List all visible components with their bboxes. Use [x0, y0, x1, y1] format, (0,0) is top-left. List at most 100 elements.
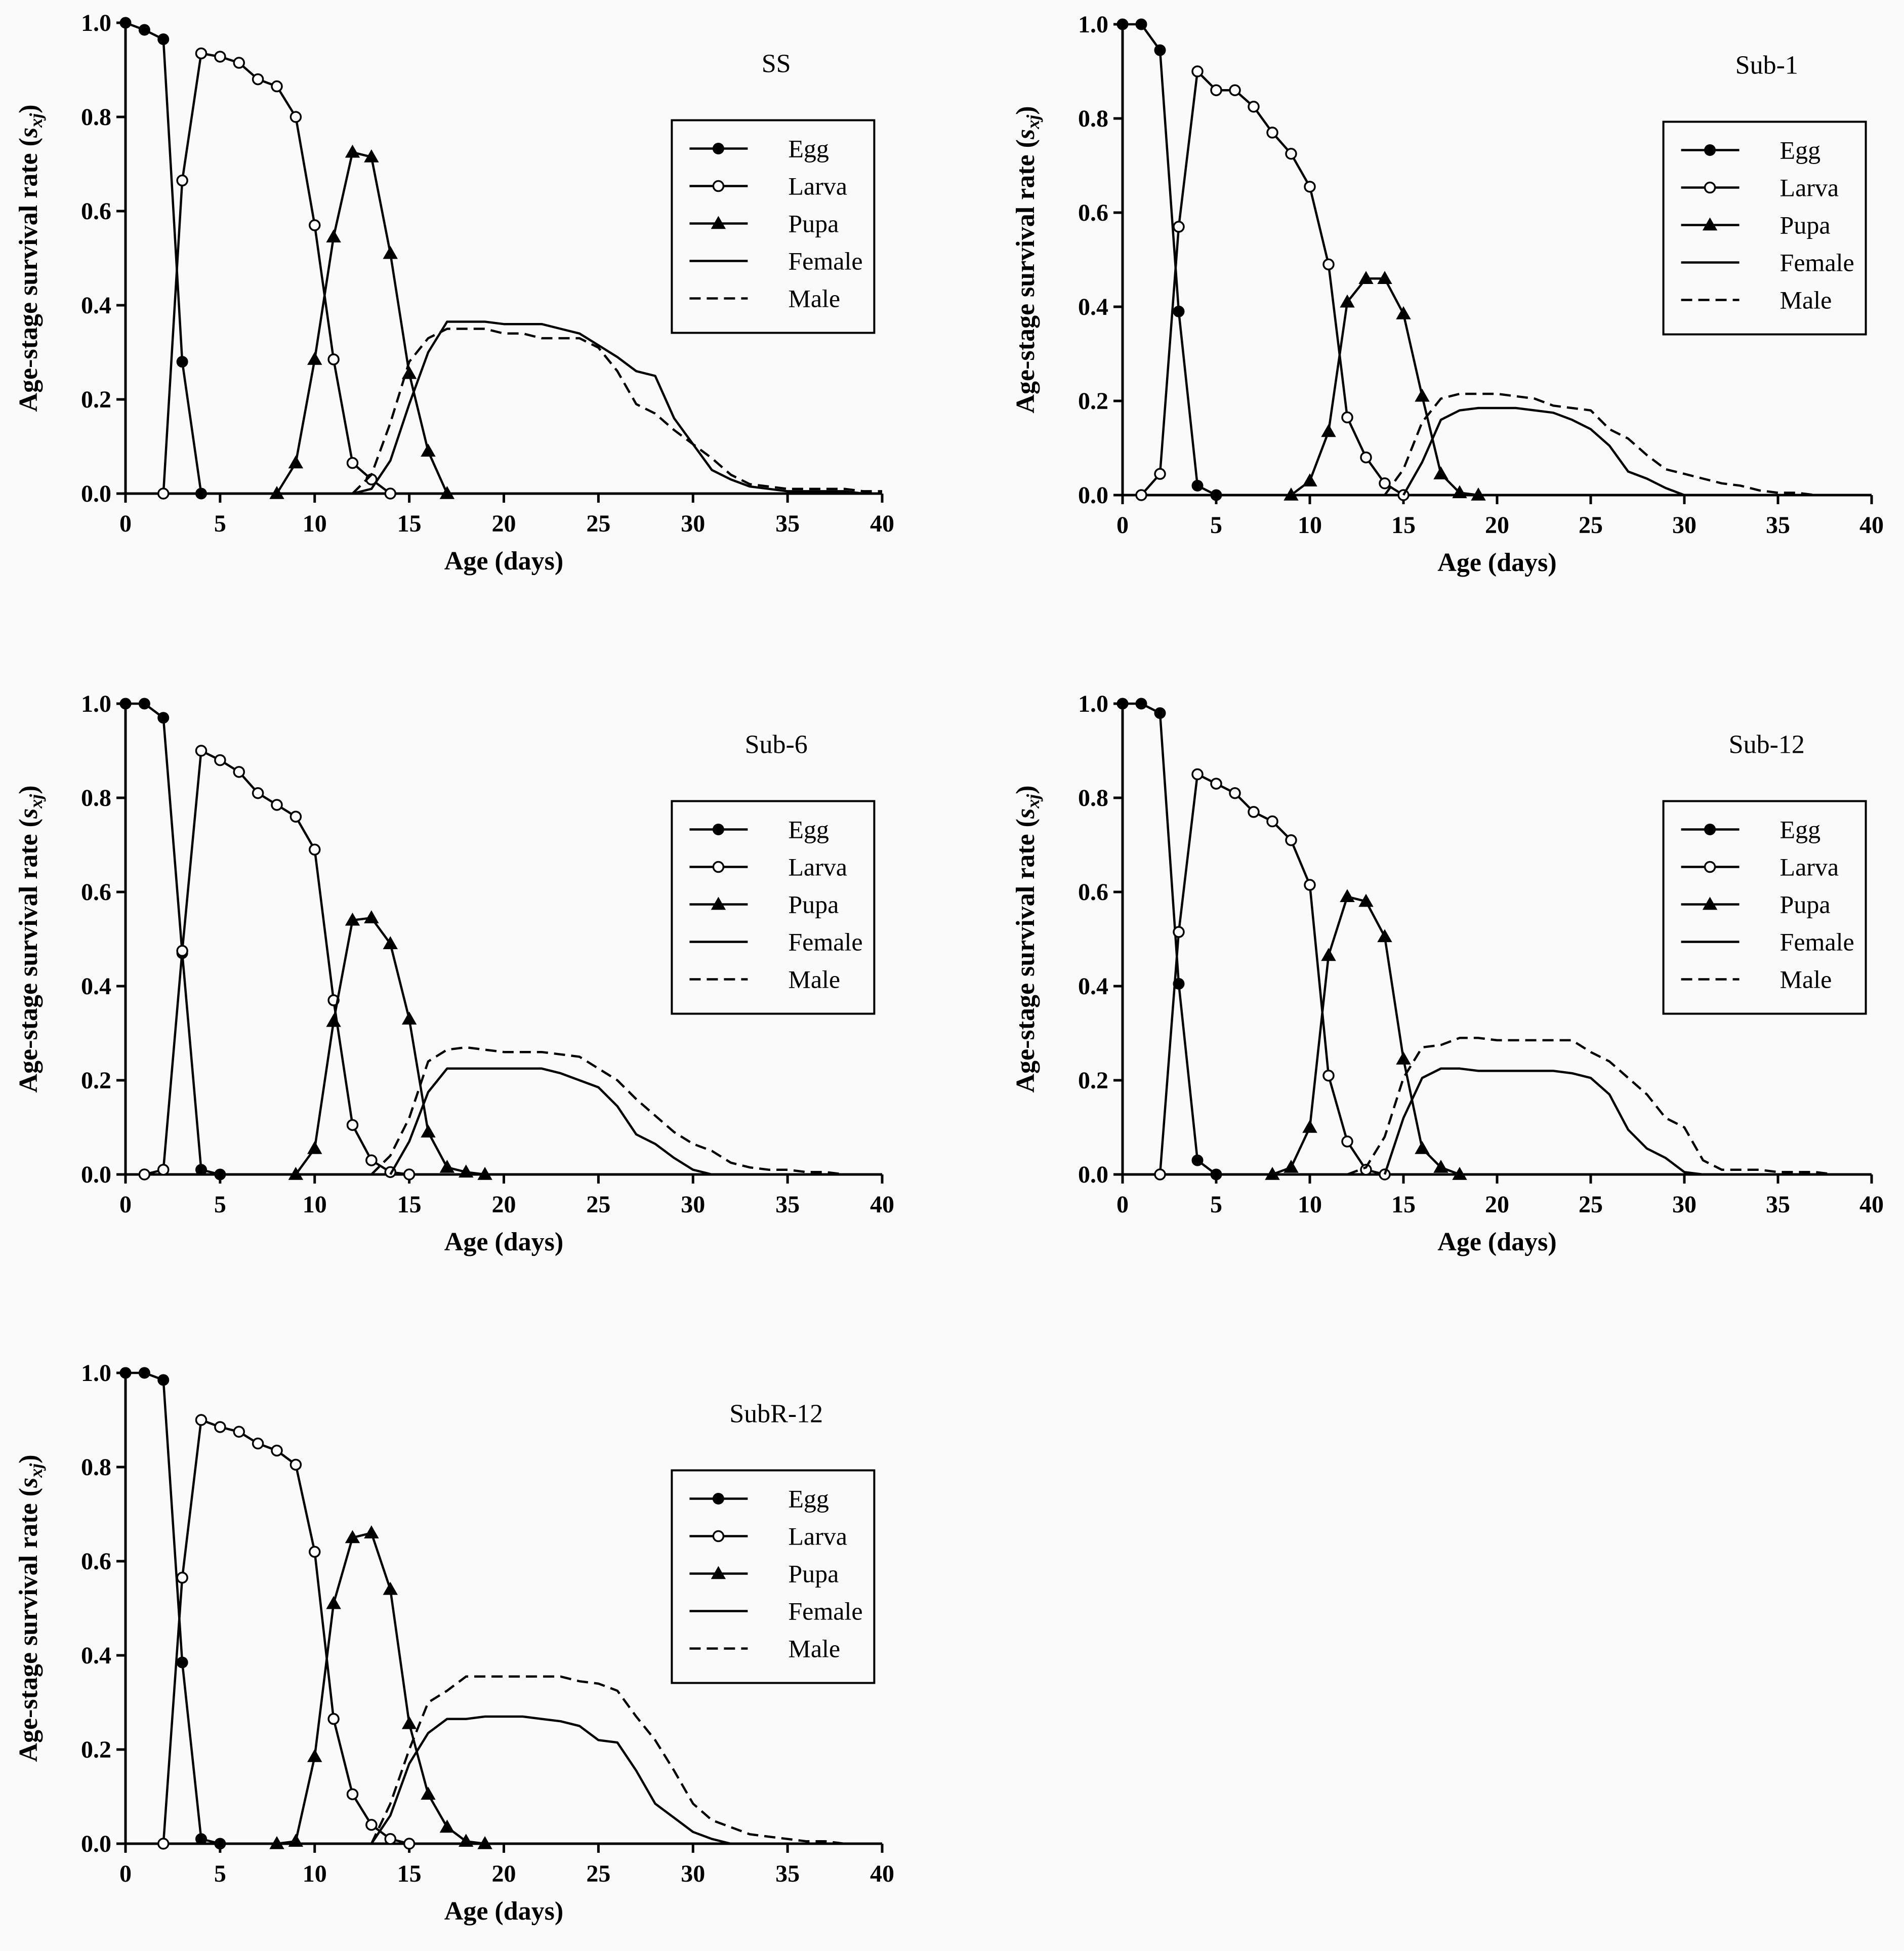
y-axis-title-paren: ( [14, 1488, 43, 1503]
pupa-point [288, 1166, 304, 1180]
x-tick-label: 10 [1298, 1191, 1322, 1218]
x-tick-label: 25 [586, 510, 610, 537]
egg-point [119, 17, 132, 29]
y-tick-label: 1.0 [81, 1360, 111, 1387]
pupa-point [477, 1836, 492, 1849]
legend-item: Female [689, 1597, 863, 1625]
legend-item: Larva [1681, 174, 1839, 202]
pupa-point [421, 443, 436, 457]
y-axis-title-subscript: xj [26, 113, 46, 128]
x-axis-title: Age (days) [444, 1228, 563, 1256]
y-tick-label: 0.8 [81, 104, 111, 131]
x-tick-label: 25 [586, 1191, 610, 1218]
egg-point [1154, 44, 1166, 56]
pupa-point [383, 936, 398, 950]
x-tick-label: 5 [1210, 512, 1222, 539]
x-axis-title: Age (days) [1437, 1228, 1556, 1256]
pupa-point [439, 1160, 455, 1173]
egg-point [157, 33, 170, 46]
y-tick-label: 0.6 [81, 1548, 111, 1575]
larva-point [1285, 834, 1297, 846]
y-tick-label: 0.4 [1078, 294, 1108, 320]
pupa-point [1302, 473, 1317, 486]
larva-point [403, 1168, 416, 1181]
y-tick-label: 0.2 [81, 386, 111, 413]
x-tick-label: 0 [119, 1191, 132, 1218]
legend-item: Egg [1681, 136, 1820, 165]
y-axis-title-text: Age-stage survival rate [1011, 834, 1040, 1092]
larva-point [289, 111, 302, 123]
legend-item: Pupa [689, 1560, 839, 1588]
legend-marker [1704, 144, 1716, 156]
legend-label: Egg [788, 1485, 829, 1513]
legend-item: Egg [689, 816, 829, 844]
pupa-point [326, 229, 341, 242]
y-axis-title-text: Age-stage survival rate [1011, 154, 1040, 413]
legend-marker [711, 1566, 726, 1579]
legend-label: Pupa [1780, 211, 1831, 239]
larva-point [1285, 148, 1297, 160]
chart-title: Sub-1 [1735, 51, 1798, 80]
egg-point [1173, 305, 1185, 317]
pupa-point [1396, 1051, 1411, 1065]
y-axis-title-symbol: s [14, 128, 43, 138]
larva-point [289, 1458, 302, 1471]
pupa-point [1433, 1160, 1448, 1173]
y-axis-title-paren: ) [14, 785, 43, 794]
legend-item: Male [689, 1635, 840, 1663]
series-male [370, 1675, 845, 1845]
x-tick-label: 30 [1672, 1191, 1696, 1218]
pupa-point [345, 912, 360, 926]
y-tick-label: 0.8 [81, 785, 111, 811]
y-tick-label: 0.4 [81, 973, 111, 1000]
egg-point [195, 1164, 207, 1176]
legend-label: Female [1780, 249, 1854, 277]
y-tick-label: 1.0 [81, 690, 111, 717]
pupa-point [1284, 1160, 1299, 1173]
pupa-point [1265, 1166, 1280, 1180]
y-tick-label: 0.0 [81, 1161, 111, 1188]
series-pupa [269, 144, 455, 499]
y-axis-title-subscript: xj [1023, 794, 1043, 809]
pupa-point [421, 1786, 436, 1800]
series-pupa [1284, 271, 1486, 501]
larva-point [271, 799, 283, 811]
pupa-point [1471, 487, 1486, 501]
y-tick-label: 0.8 [81, 1454, 111, 1481]
series-egg [1116, 698, 1222, 1181]
legend-item: Male [1681, 965, 1832, 994]
x-tick-label: 25 [1579, 1191, 1603, 1218]
y-axis-title-paren: ) [14, 104, 43, 113]
larva-point [1379, 477, 1391, 490]
y-axis-title: Age-stage survival rate (sxj) [14, 1454, 46, 1762]
y-axis-title-paren: ) [1011, 785, 1040, 794]
series-larva [157, 1414, 416, 1850]
legend: Egg Larva Pupa Female Male [1662, 120, 1867, 336]
legend-item: Larva [1681, 853, 1839, 881]
larva-point [252, 73, 264, 86]
male-line [351, 328, 882, 495]
larva-point [384, 1833, 396, 1845]
male-line [370, 1046, 845, 1176]
chart-panel-3: 0 5 10 15 20 25 30 35 40 0.0 0.2 0.4 0.6 0.8 1.0 Age (d… [14, 690, 894, 1256]
egg-point [1210, 1168, 1222, 1181]
egg-point [1191, 1154, 1204, 1166]
larva-point [1191, 768, 1204, 781]
legend-marker [1704, 861, 1716, 873]
pupa-point [1452, 485, 1467, 499]
larva-point [327, 353, 340, 365]
pupa-point [1396, 306, 1411, 319]
x-tick-label: 0 [119, 1860, 132, 1887]
pupa-point [1452, 1166, 1467, 1180]
egg-point [1116, 698, 1129, 710]
legend-item: Larva [689, 853, 847, 881]
legend-label: Egg [788, 135, 829, 163]
larva-point [1322, 258, 1335, 271]
legend-marker [1704, 181, 1716, 194]
egg-point [138, 1367, 150, 1379]
pupa-point [401, 1716, 417, 1729]
pupa-point [459, 1834, 474, 1847]
pupa-point [364, 149, 379, 162]
x-tick-label: 20 [492, 510, 516, 537]
